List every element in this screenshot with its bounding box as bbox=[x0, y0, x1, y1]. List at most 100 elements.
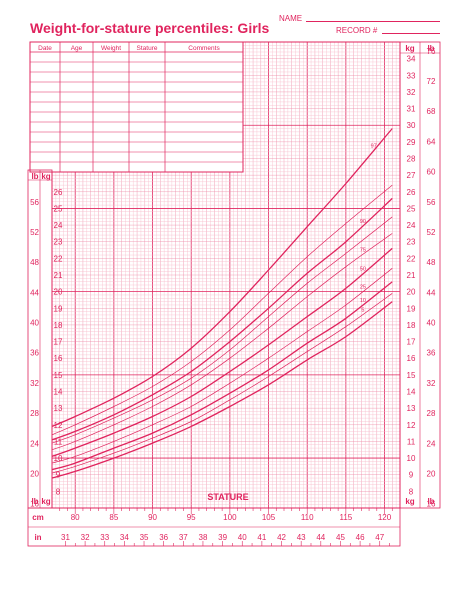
y-tick-lb-right: 76 bbox=[427, 47, 436, 56]
percentile-curves: 97 90 75 50 25 10 5 bbox=[51, 128, 393, 479]
y-tick-lb-right: 56 bbox=[427, 198, 436, 207]
y-tick-kg-right: 11 bbox=[407, 437, 416, 446]
percentile-curve-75 bbox=[51, 233, 393, 451]
y-tick-kg-right: 32 bbox=[407, 88, 416, 97]
y-tick-lb-right: 28 bbox=[427, 409, 436, 418]
record-table-column-header: Date bbox=[38, 45, 52, 52]
record-table bbox=[29, 41, 244, 173]
y-tick-lb-right: 68 bbox=[427, 107, 436, 116]
y-tick-kg-left: 20 bbox=[54, 288, 63, 297]
right-unit-kg-bottom: kg bbox=[405, 497, 414, 506]
x-tick-label-cm: 80 bbox=[71, 513, 80, 522]
y-tick-kg-right: 26 bbox=[407, 188, 416, 197]
x-tick-label-cm: 85 bbox=[109, 513, 118, 522]
percentile-label-90: 90 bbox=[360, 219, 366, 225]
percentile-label-97: 97 bbox=[371, 144, 377, 150]
y-tick-kg-left: 15 bbox=[54, 371, 63, 380]
y-tick-kg-right: 27 bbox=[407, 171, 416, 180]
right-unit-lb-bottom: lb bbox=[427, 497, 434, 506]
page-title: Weight-for-stature percentiles: Girls bbox=[30, 20, 270, 36]
y-tick-kg-right: 13 bbox=[407, 404, 416, 413]
x-tick-label-in: 42 bbox=[277, 533, 286, 542]
x-tick-label-in: 47 bbox=[375, 533, 384, 542]
y-tick-lb-right: 72 bbox=[427, 77, 436, 86]
y-tick-kg-right: 20 bbox=[407, 288, 416, 297]
y-tick-lb-left: 52 bbox=[30, 228, 39, 237]
y-tick-kg-right: 28 bbox=[407, 155, 416, 164]
y-tick-kg-left: 17 bbox=[54, 338, 63, 347]
y-tick-kg-right: 19 bbox=[407, 304, 416, 313]
y-tick-lb-right: 40 bbox=[427, 319, 436, 328]
y-tick-kg-right: 15 bbox=[407, 371, 416, 380]
y-tick-kg-right: 14 bbox=[407, 388, 416, 397]
percentile-label-10: 10 bbox=[360, 298, 366, 304]
x-tick-label-in: 37 bbox=[179, 533, 188, 542]
y-tick-kg-right: 25 bbox=[407, 204, 416, 213]
y-tick-kg-right: 21 bbox=[407, 271, 416, 280]
percentile-curve-95 bbox=[51, 184, 393, 436]
x-tick-label-in: 38 bbox=[199, 533, 208, 542]
x-tick-label-in: 43 bbox=[297, 533, 306, 542]
y-tick-kg-right: 29 bbox=[407, 138, 416, 147]
y-tick-lb-right: 52 bbox=[427, 228, 436, 237]
x-tick-label-cm: 110 bbox=[301, 513, 314, 522]
y-tick-kg-left: 22 bbox=[54, 254, 63, 263]
left-unit-kg: kg bbox=[41, 172, 50, 181]
y-tick-kg-right: 12 bbox=[407, 421, 416, 430]
y-tick-kg-left: 18 bbox=[54, 321, 63, 330]
x-tick-label-cm: 100 bbox=[223, 513, 237, 522]
y-tick-kg-right: 23 bbox=[407, 238, 416, 247]
record-table-column-header: Comments bbox=[188, 45, 220, 52]
y-tick-lb-right: 60 bbox=[427, 168, 436, 177]
y-tick-kg-right: 34 bbox=[407, 55, 416, 64]
x-tick-label-in: 31 bbox=[61, 533, 70, 542]
x-tick-label-in: 35 bbox=[140, 533, 149, 542]
y-tick-kg-right: 9 bbox=[409, 471, 414, 480]
y-tick-kg-right: 17 bbox=[407, 338, 416, 347]
y-tick-kg-right: 16 bbox=[407, 354, 416, 363]
left-unit-lb: lb bbox=[31, 172, 38, 181]
y-tick-lb-right: 44 bbox=[427, 288, 436, 297]
y-tick-lb-right: 20 bbox=[427, 470, 436, 479]
chart-grid bbox=[51, 41, 401, 509]
y-tick-lb-left: 20 bbox=[30, 470, 39, 479]
y-tick-kg-right: 22 bbox=[407, 254, 416, 263]
x-unit-cm: cm bbox=[32, 513, 44, 522]
x-tick-label-in: 46 bbox=[356, 533, 365, 542]
y-tick-kg-right: 30 bbox=[407, 121, 416, 130]
record-field[interactable] bbox=[382, 33, 440, 34]
name-field[interactable] bbox=[306, 21, 440, 22]
x-tick-label-cm: 95 bbox=[187, 513, 196, 522]
y-tick-kg-left: 25 bbox=[54, 204, 63, 213]
percentile-curve-5 bbox=[51, 293, 393, 474]
y-tick-lb-left: 16 bbox=[30, 500, 39, 509]
y-tick-kg-left: 16 bbox=[54, 354, 63, 363]
y-tick-kg-right: 33 bbox=[407, 71, 416, 80]
y-tick-lb-right: 24 bbox=[427, 439, 436, 448]
y-tick-lb-right: 36 bbox=[427, 349, 436, 358]
y-tick-kg-left: 24 bbox=[54, 221, 63, 230]
y-tick-lb-left: 40 bbox=[30, 319, 39, 328]
percentile-curve-50 bbox=[51, 247, 393, 458]
x-tick-label-in: 36 bbox=[159, 533, 168, 542]
record-label: RECORD # bbox=[336, 26, 378, 35]
percentile-curve-25 bbox=[51, 268, 393, 464]
y-tick-lb-right: 16 bbox=[427, 500, 436, 509]
y-tick-kg-left: 12 bbox=[54, 421, 63, 430]
x-tick-label-cm: 90 bbox=[148, 513, 157, 522]
left-unit-kg-bottom: kg bbox=[41, 497, 50, 506]
y-tick-kg-right: 18 bbox=[407, 321, 416, 330]
x-tick-label-cm: 105 bbox=[262, 513, 276, 522]
y-tick-kg-left: 11 bbox=[54, 437, 63, 446]
x-tick-label-in: 40 bbox=[238, 533, 247, 542]
y-tick-lb-right: 64 bbox=[427, 137, 436, 146]
x-tick-label-in: 39 bbox=[218, 533, 227, 542]
percentile-curve-97 bbox=[51, 128, 393, 428]
x-axis-title: STATURE bbox=[207, 492, 248, 502]
left-unit-lb-bottom: lb bbox=[31, 497, 38, 506]
y-tick-kg-left: 8 bbox=[56, 487, 61, 496]
percentile-curve-10 bbox=[51, 281, 393, 471]
y-tick-kg-left: 10 bbox=[54, 454, 63, 463]
y-tick-kg-left: 9 bbox=[56, 471, 61, 480]
y-tick-kg-left: 14 bbox=[54, 388, 63, 397]
